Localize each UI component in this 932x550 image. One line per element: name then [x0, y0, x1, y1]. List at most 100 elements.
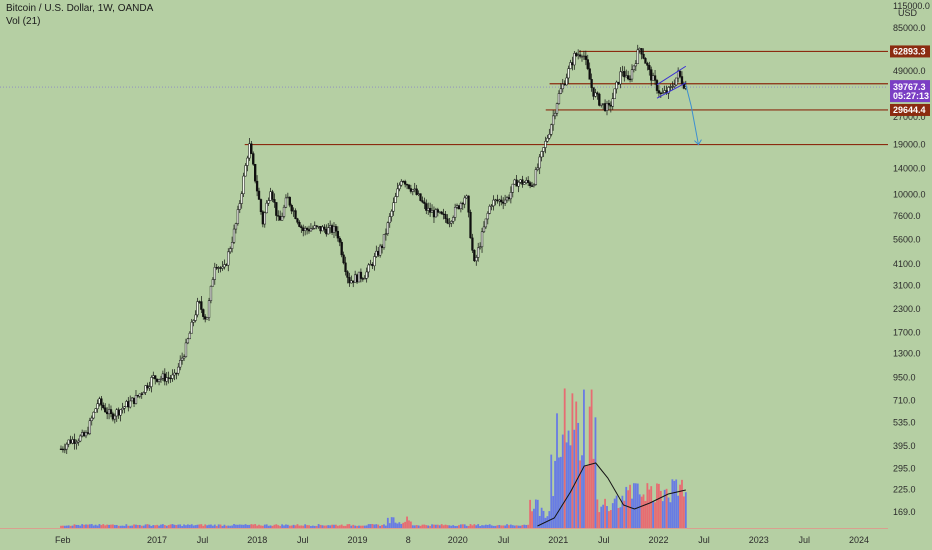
- candle-body: [365, 271, 368, 279]
- volume-legend: Vol (21): [6, 16, 41, 27]
- volume-bar: [404, 521, 407, 528]
- volume-bar: [615, 495, 618, 528]
- candle-body: [329, 225, 332, 229]
- volume-bar: [188, 524, 191, 528]
- volume-bar: [421, 524, 424, 528]
- candle-body: [525, 180, 528, 183]
- candle-body: [492, 199, 495, 207]
- candle-body: [486, 213, 489, 220]
- candle-body: [334, 226, 338, 232]
- candle-body: [232, 228, 236, 243]
- volume-bar: [511, 525, 514, 528]
- projection-path: [685, 84, 699, 145]
- volume-bar: [617, 508, 620, 528]
- price-tick-label: 7600.0: [893, 211, 921, 221]
- volume-bar: [471, 525, 474, 528]
- volume-bar: [204, 524, 207, 528]
- volume-bar: [65, 525, 68, 528]
- volume-bar: [459, 524, 462, 528]
- volume-bar: [317, 524, 320, 528]
- candle-body: [290, 204, 293, 212]
- volume-bar: [509, 524, 512, 528]
- volume-bar: [575, 401, 578, 528]
- candle-body: [173, 372, 176, 376]
- candle-body: [159, 377, 163, 380]
- volume-bar: [625, 486, 628, 528]
- volume-bar: [360, 525, 362, 528]
- candle-body: [436, 209, 439, 213]
- candle-body: [642, 53, 645, 59]
- volume-bar: [423, 524, 426, 528]
- candle-body: [302, 227, 305, 232]
- volume-bar: [277, 525, 280, 528]
- candle-body: [648, 65, 651, 70]
- volume-bar: [486, 524, 489, 528]
- volume-bar: [642, 494, 645, 528]
- candle-body: [600, 103, 603, 106]
- candle-body: [567, 68, 570, 79]
- volume-bar: [302, 525, 305, 528]
- candle-body: [550, 124, 553, 135]
- volume-bar: [248, 524, 251, 528]
- candle-body: [430, 210, 434, 213]
- time-tick-label: 2019: [347, 535, 367, 545]
- volume-bar: [473, 524, 476, 528]
- volume-bar: [81, 524, 84, 528]
- volume-bar: [479, 525, 482, 528]
- volume-bar: [658, 483, 660, 528]
- volume-bar: [238, 524, 241, 528]
- candle-body: [109, 409, 113, 414]
- volume-bar: [363, 525, 366, 528]
- candle-body: [332, 226, 336, 233]
- volume-bar: [500, 525, 503, 528]
- candle-body: [617, 81, 620, 85]
- candle-body: [553, 112, 557, 117]
- volume-bar: [596, 499, 599, 528]
- candle-body: [392, 202, 395, 212]
- volume-bar: [456, 525, 458, 528]
- time-tick-label: 8: [406, 535, 411, 545]
- candle-body: [405, 184, 409, 186]
- volume-bar: [242, 524, 245, 528]
- volume-bar: [552, 496, 555, 528]
- candle-body: [452, 217, 455, 222]
- candle-body: [548, 134, 551, 139]
- candle-body: [680, 76, 684, 84]
- volume-bar: [215, 525, 218, 528]
- volume-bar: [534, 499, 537, 528]
- last-price-label: 39767.3: [893, 82, 926, 92]
- price-tick-label: 169.0: [893, 507, 916, 517]
- volume-bar: [398, 522, 401, 528]
- candle-body: [309, 228, 313, 232]
- volume-bar: [409, 521, 412, 528]
- time-tick-label: 2017: [147, 535, 167, 545]
- candle-body: [69, 439, 72, 444]
- volume-bar: [231, 525, 234, 528]
- candle-body: [127, 401, 130, 408]
- candle-body: [596, 92, 599, 95]
- volume-bar: [681, 479, 683, 528]
- candle-body: [667, 87, 670, 94]
- candle-body: [678, 70, 682, 77]
- candle-body: [638, 48, 641, 51]
- volume-bar: [463, 524, 466, 528]
- candle-body: [569, 62, 572, 69]
- candle-body: [119, 409, 122, 416]
- volume-bar: [586, 464, 589, 528]
- candle-body: [307, 229, 311, 232]
- candle-body: [315, 225, 318, 227]
- candle-body: [327, 227, 330, 235]
- candle-body: [263, 212, 266, 225]
- candle-body: [86, 432, 90, 434]
- time-tick-label: Jul: [598, 535, 610, 545]
- candle-body: [502, 201, 505, 204]
- volume-bar: [194, 525, 197, 528]
- candle-body: [144, 385, 147, 393]
- price-tick-label: 14000.0: [893, 163, 926, 173]
- volume-bar: [211, 525, 214, 528]
- candle-body: [646, 63, 649, 66]
- candle-body: [448, 222, 451, 225]
- candle-body: [386, 222, 389, 234]
